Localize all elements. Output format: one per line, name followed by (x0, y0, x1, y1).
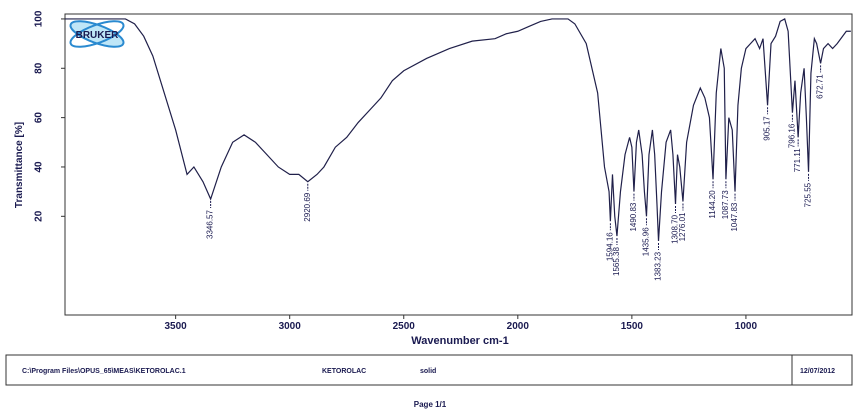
x-tick-label: 2000 (507, 321, 530, 332)
logo-text: BRUKER (76, 30, 120, 41)
x-tick-label: 1000 (735, 321, 758, 332)
y-tick-label: 40 (34, 161, 45, 173)
peak-label: 1594.16 (605, 232, 614, 261)
logo: BRUKER (69, 20, 125, 48)
peak-label: 1565.38 (612, 247, 621, 276)
y-axis-label: Transmittance [%] (14, 122, 25, 208)
peak-label: 1144.20 (708, 190, 717, 219)
y-tick-label: 80 (34, 62, 45, 74)
footer-sample: KETOROLAC (322, 368, 366, 375)
y-tick-label: 20 (34, 210, 45, 222)
peak-label: 1276.01 (678, 212, 687, 241)
x-tick-label: 3500 (165, 321, 188, 332)
peak-label: 1308.70 (671, 214, 680, 243)
peak-label: 1047.83 (730, 202, 739, 231)
peak-label: 905.17 (763, 116, 772, 141)
peak-label: 1435.96 (642, 227, 651, 256)
peak-label: 2920.69 (303, 192, 312, 221)
peak-label: 1087.73 (721, 190, 730, 219)
x-tick-label: 3000 (279, 321, 302, 332)
peak-label: 672.71 (816, 74, 825, 99)
x-axis-label: Wavenumber cm-1 (411, 335, 508, 347)
footer-box (5, 354, 853, 386)
page-number: Page 1/1 (414, 400, 447, 409)
y-tick-label: 60 (34, 112, 45, 124)
peak-label: 725.55 (804, 182, 813, 207)
x-tick-label: 1500 (621, 321, 644, 332)
x-tick-label: 2500 (393, 321, 416, 332)
peak-label: 1383.23 (654, 251, 663, 280)
y-tick-label: 100 (34, 10, 45, 27)
peak-label: 1490.83 (629, 202, 638, 231)
peak-label: 796.16 (788, 123, 797, 148)
spectrum-line (65, 18, 851, 242)
footer-form: solid (420, 368, 436, 375)
peak-label: 771.11 (793, 148, 802, 172)
plot-frame (64, 13, 853, 316)
peak-label: 3346.57 (206, 209, 215, 238)
plot-area (65, 18, 851, 242)
footer-file: C:\Program Files\OPUS_65\MEAS\KETOROLAC.… (22, 368, 186, 375)
footer-date: 12/07/2012 (800, 368, 835, 375)
